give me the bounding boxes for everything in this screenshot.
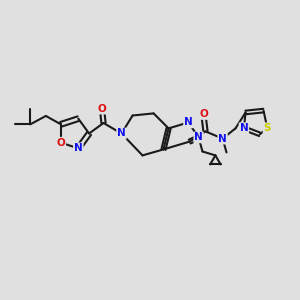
- Text: N: N: [117, 128, 126, 139]
- Text: N: N: [218, 134, 227, 144]
- Text: O: O: [199, 109, 208, 119]
- Text: N: N: [194, 132, 203, 142]
- Text: N: N: [74, 143, 83, 153]
- Text: O: O: [98, 103, 106, 114]
- Text: S: S: [263, 123, 271, 133]
- Text: N: N: [184, 117, 193, 128]
- Text: N: N: [239, 123, 248, 133]
- Text: O: O: [56, 138, 65, 148]
